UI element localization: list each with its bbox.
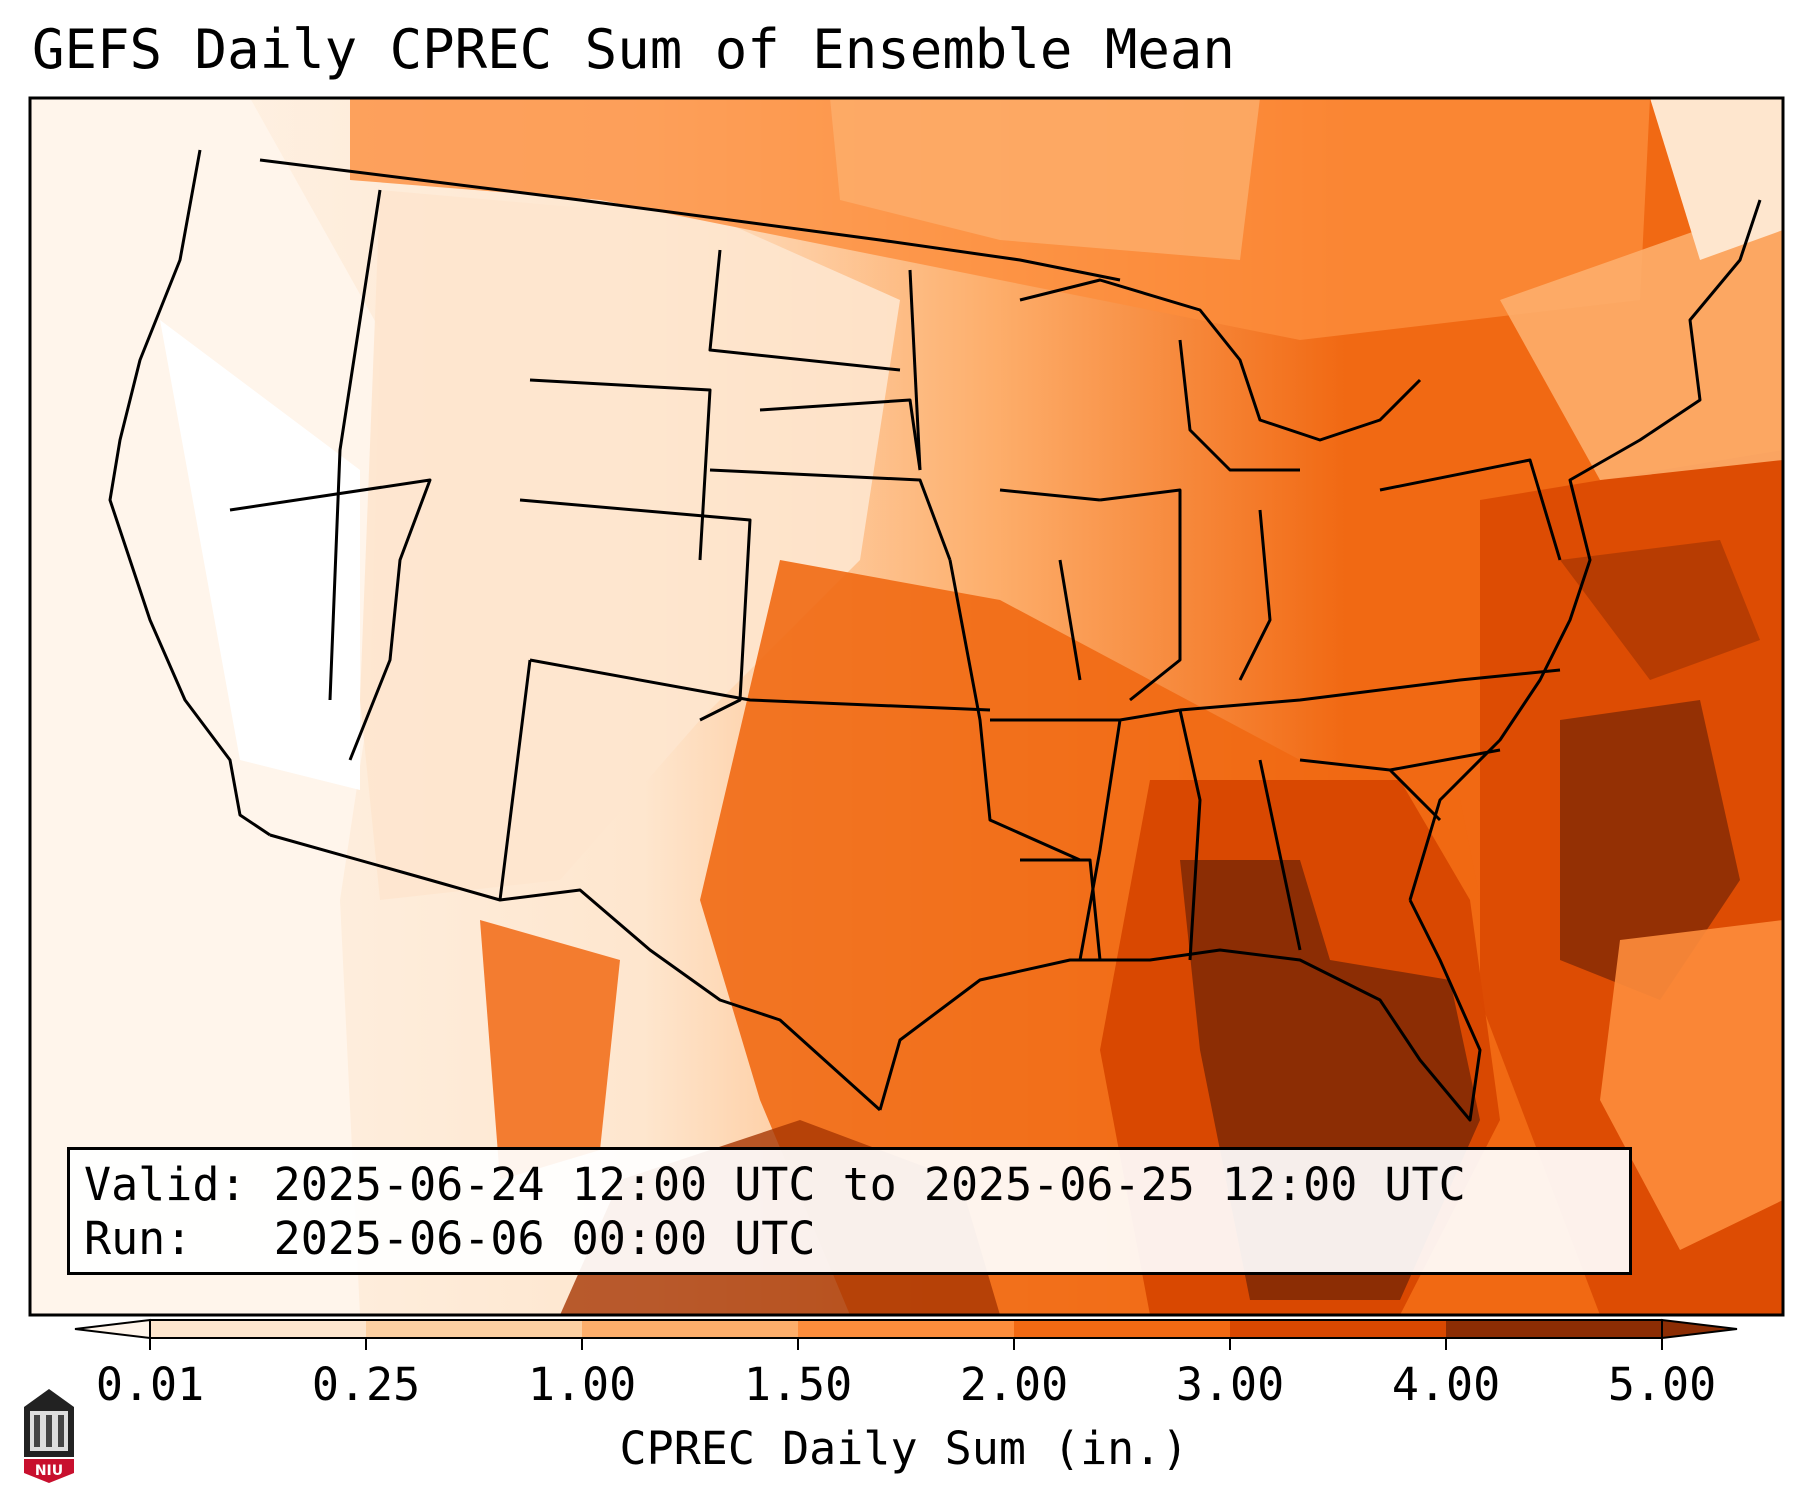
colorbar-label: CPREC Daily Sum (in.) — [619, 1422, 1189, 1475]
colorbar-segment — [1230, 1320, 1446, 1338]
colorbar-tick-label: 5.00 — [1607, 1358, 1717, 1411]
run-time-line: Run: 2025-06-06 00:00 UTC — [84, 1212, 816, 1265]
niu-seal-icon: NIU — [24, 1389, 74, 1483]
niu-logo-text: NIU — [35, 1463, 63, 1479]
valid-run-info-box: Valid: 2025-06-24 12:00 UTC to 2025-06-2… — [67, 1147, 1632, 1275]
colorbar-segment — [1014, 1320, 1230, 1338]
colorbar-segment — [150, 1320, 366, 1338]
map-frame — [28, 96, 1785, 1317]
colorbar-tick-label: 3.00 — [1175, 1358, 1285, 1411]
colorbar-extend-high — [1661, 1318, 1738, 1340]
valid-time-line: Valid: 2025-06-24 12:00 UTC to 2025-06-2… — [84, 1158, 1466, 1211]
page-title: GEFS Daily CPREC Sum of Ensemble Mean — [32, 18, 1235, 81]
colorbar-segment — [1446, 1320, 1662, 1338]
colorbar-outline — [149, 1319, 1663, 1339]
colorbar-tick-label: 0.25 — [311, 1358, 421, 1411]
colorbar-segment — [798, 1320, 1014, 1338]
colorbar-segment — [582, 1320, 798, 1338]
colorbar-extend-low — [74, 1318, 151, 1340]
colorbar-tick-label: 1.50 — [743, 1358, 853, 1411]
boundary-lines — [108, 149, 1762, 1122]
colorbar-tick-label: 4.00 — [1391, 1358, 1501, 1411]
colorbar-tick-label: 2.00 — [959, 1358, 1069, 1411]
colorbar-tick-label: 1.00 — [527, 1358, 637, 1411]
precip-field — [30, 98, 1783, 1315]
colorbar-tick-label: 0.01 — [95, 1358, 205, 1411]
colorbar-segment — [366, 1320, 582, 1338]
